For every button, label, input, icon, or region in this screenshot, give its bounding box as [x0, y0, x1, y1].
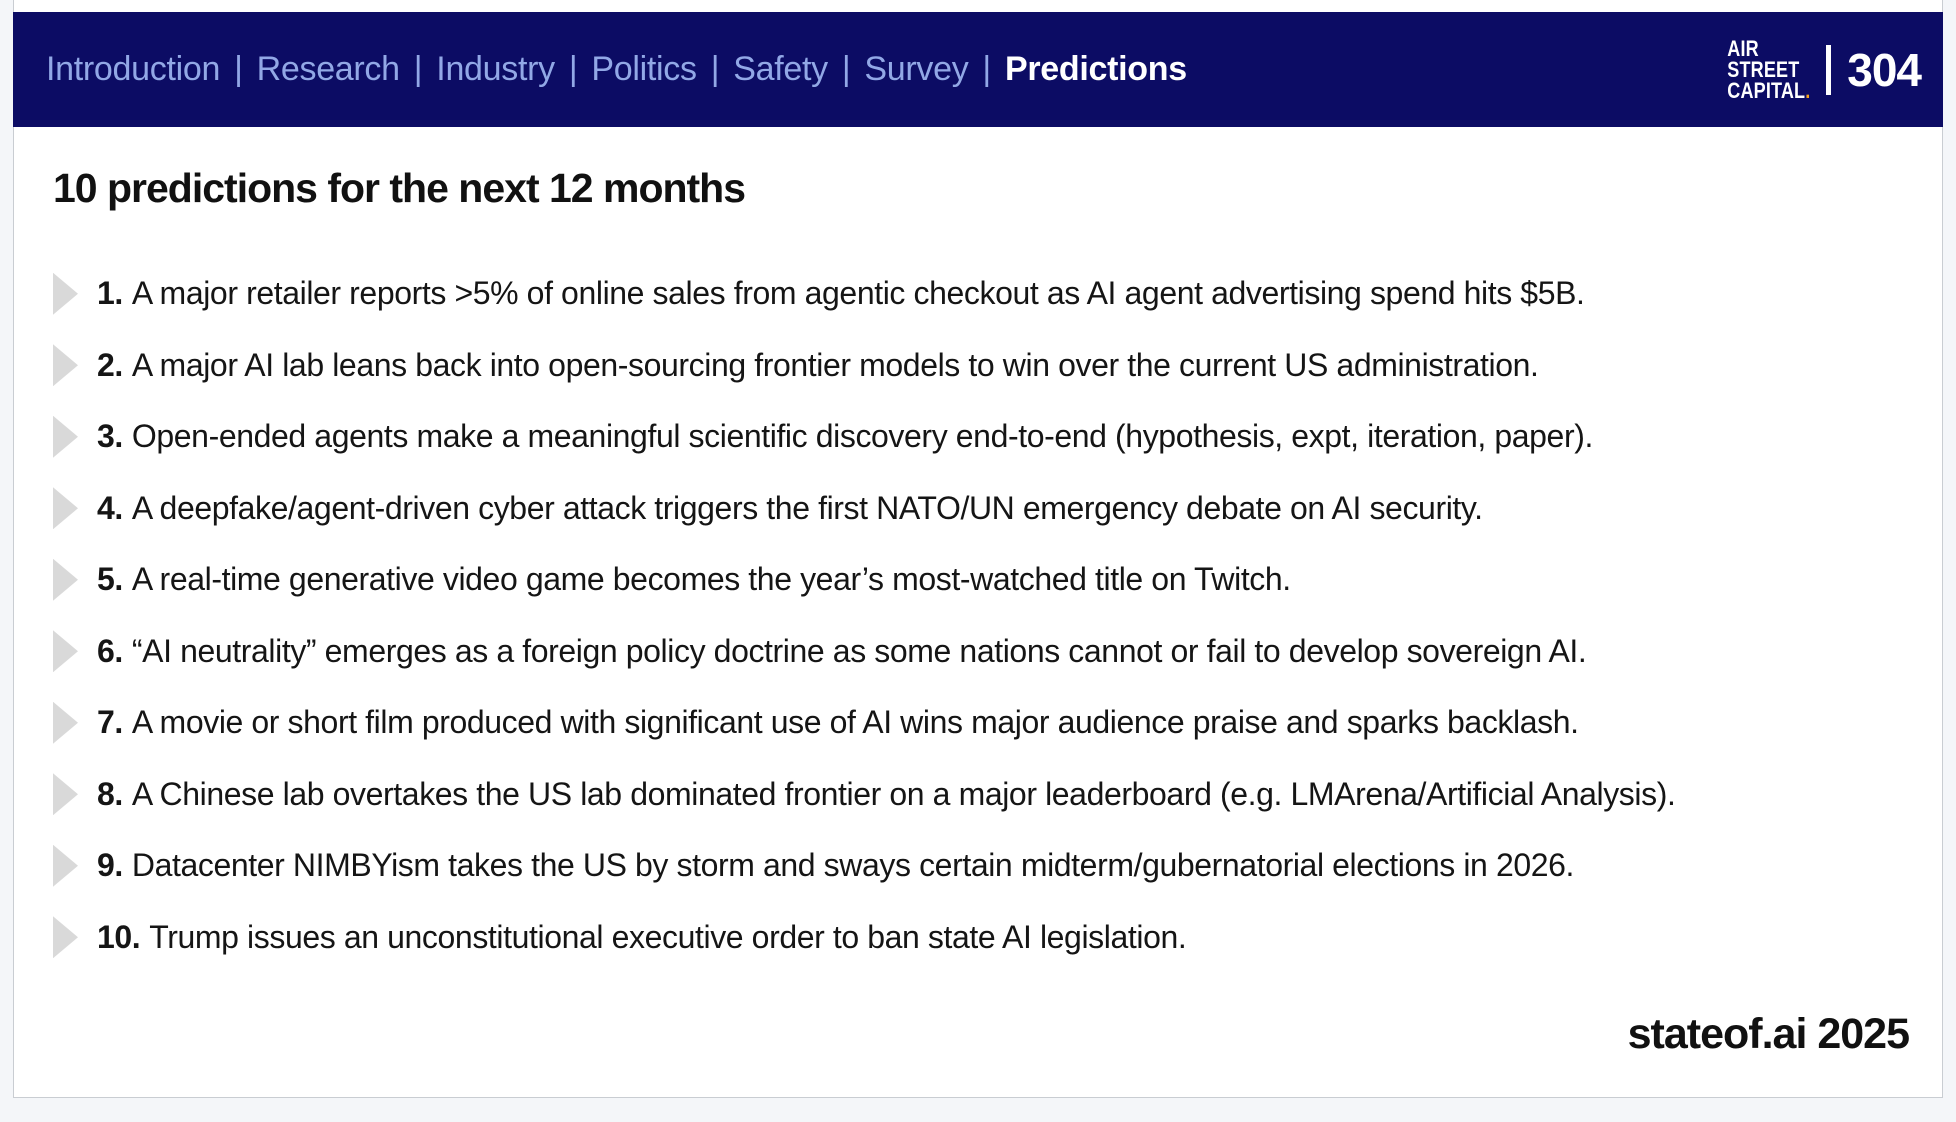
prediction-number: 2.: [97, 346, 123, 383]
slide-content: 10 predictions for the next 12 months 1.…: [53, 127, 1903, 1097]
prediction-row: 9. Datacenter NIMBYism takes the US by st…: [53, 830, 1903, 902]
arrow-bullet-icon: [53, 916, 78, 959]
nav-separator: |: [710, 50, 720, 88]
prediction-body: Open-ended agents make a meaningful scie…: [131, 418, 1593, 455]
air-street-capital-logo: AIR STREET CAPITAL.: [1727, 36, 1811, 103]
prediction-body: Datacenter NIMBYism takes the US by stor…: [131, 847, 1575, 884]
prediction-row: 2. A major AI lab leans back into open-so…: [53, 330, 1903, 402]
arrow-bullet-icon: [53, 272, 78, 315]
prediction-text: 9. Datacenter NIMBYism takes the US by st…: [97, 847, 1574, 884]
arrow-bullet-icon: [53, 415, 78, 458]
prediction-row: 3. Open-ended agents make a meaningful sc…: [53, 401, 1903, 473]
prediction-body: “AI neutrality” emerges as a foreign pol…: [131, 632, 1587, 669]
logo-line: CAPITAL.: [1727, 78, 1811, 103]
arrow-bullet-icon: [53, 558, 78, 601]
prediction-body: A deepfake/agent-driven cyber attack tri…: [131, 489, 1483, 526]
logo-line: AIR: [1727, 36, 1759, 61]
nav-separator: |: [568, 50, 578, 88]
prediction-text: 3. Open-ended agents make a meaningful sc…: [97, 418, 1593, 455]
logo-dot: .: [1805, 78, 1811, 103]
arrow-bullet-icon: [53, 701, 78, 744]
arrow-bullet-icon: [53, 344, 78, 387]
nav-item[interactable]: Research: [256, 50, 400, 88]
logo-line: STREET: [1727, 57, 1800, 82]
prediction-number: 9.: [97, 847, 123, 884]
prediction-body: A Chinese lab overtakes the US lab domin…: [131, 775, 1676, 812]
prediction-number: 5.: [97, 561, 123, 598]
prediction-text: 10. Trump issues an unconstitutional exec…: [97, 918, 1187, 956]
prediction-text: 7. A movie or short film produced with si…: [97, 704, 1579, 741]
prediction-text: 6. “AI neutrality” emerges as a foreign p…: [97, 632, 1587, 670]
nav-separator: |: [413, 50, 423, 88]
prediction-body: Trump issues an unconstitutional executi…: [149, 918, 1187, 955]
prediction-row: 1. A major retailer reports >5% of online…: [53, 258, 1903, 330]
nav-list: Introduction | Research | Industry | Politics |…: [46, 50, 1187, 89]
prediction-number: 3.: [97, 418, 123, 455]
slide-card: Introduction | Research | Industry | Politics |…: [13, 0, 1943, 1098]
prediction-text: 5. A real-time generative video game beco…: [97, 561, 1291, 598]
arrow-bullet-icon: [53, 630, 78, 673]
prediction-body: A real-time generative video game become…: [131, 561, 1291, 598]
prediction-row: 4. A deepfake/agent-driven cyber attack t…: [53, 473, 1903, 545]
prediction-row: 8. A Chinese lab overtakes the US lab dom…: [53, 759, 1903, 831]
prediction-text: 2. A major AI lab leans back into open-so…: [97, 347, 1539, 384]
prediction-number: 8.: [97, 775, 123, 812]
prediction-number: 6.: [97, 632, 123, 669]
prediction-body: A major AI lab leans back into open-sour…: [131, 346, 1539, 383]
prediction-body: A movie or short film produced with sign…: [131, 704, 1579, 741]
prediction-body: A major retailer reports >5% of online s…: [131, 275, 1585, 312]
page-title: 10 predictions for the next 12 months: [53, 165, 746, 211]
prediction-row: 6. “AI neutrality” emerges as a foreign p…: [53, 616, 1903, 688]
prediction-text: 8. A Chinese lab overtakes the US lab dom…: [97, 775, 1676, 813]
arrow-bullet-icon: [53, 773, 78, 816]
nav-separator: |: [841, 50, 851, 88]
prediction-number: 10.: [97, 918, 141, 955]
prediction-row: 7. A movie or short film produced with si…: [53, 687, 1903, 759]
nav-item[interactable]: Industry: [436, 50, 555, 88]
header-bar: Introduction | Research | Industry | Politics |…: [13, 12, 1943, 127]
prediction-number: 7.: [97, 704, 123, 741]
arrow-bullet-icon: [53, 487, 78, 530]
nav-item[interactable]: Survey: [864, 50, 969, 88]
nav-item[interactable]: Safety: [733, 50, 828, 88]
report-brand-footer: stateof.ai 2025: [1627, 1010, 1910, 1058]
header-right: AIR STREET CAPITAL. 304: [1709, 36, 1922, 103]
nav-separator: |: [234, 50, 243, 88]
predictions-list: 1. A major retailer reports >5% of online…: [53, 258, 1903, 973]
arrow-bullet-icon: [53, 844, 78, 887]
nav-item-active[interactable]: Predictions: [1004, 50, 1187, 88]
page-number: 304: [1847, 43, 1922, 96]
prediction-text: 1. A major retailer reports >5% of online…: [97, 275, 1585, 312]
prediction-row: 10. Trump issues an unconstitutional exec…: [53, 902, 1903, 974]
prediction-number: 4.: [97, 489, 123, 526]
page-number-group: 304: [1826, 43, 1922, 97]
prediction-row: 5. A real-time generative video game beco…: [53, 544, 1903, 616]
nav-separator: |: [982, 50, 991, 88]
nav-item[interactable]: Politics: [591, 50, 697, 88]
prediction-number: 1.: [97, 275, 123, 312]
prediction-text: 4. A deepfake/agent-driven cyber attack t…: [97, 490, 1483, 527]
page-number-divider: [1826, 44, 1832, 95]
nav-item[interactable]: Introduction: [46, 50, 221, 88]
